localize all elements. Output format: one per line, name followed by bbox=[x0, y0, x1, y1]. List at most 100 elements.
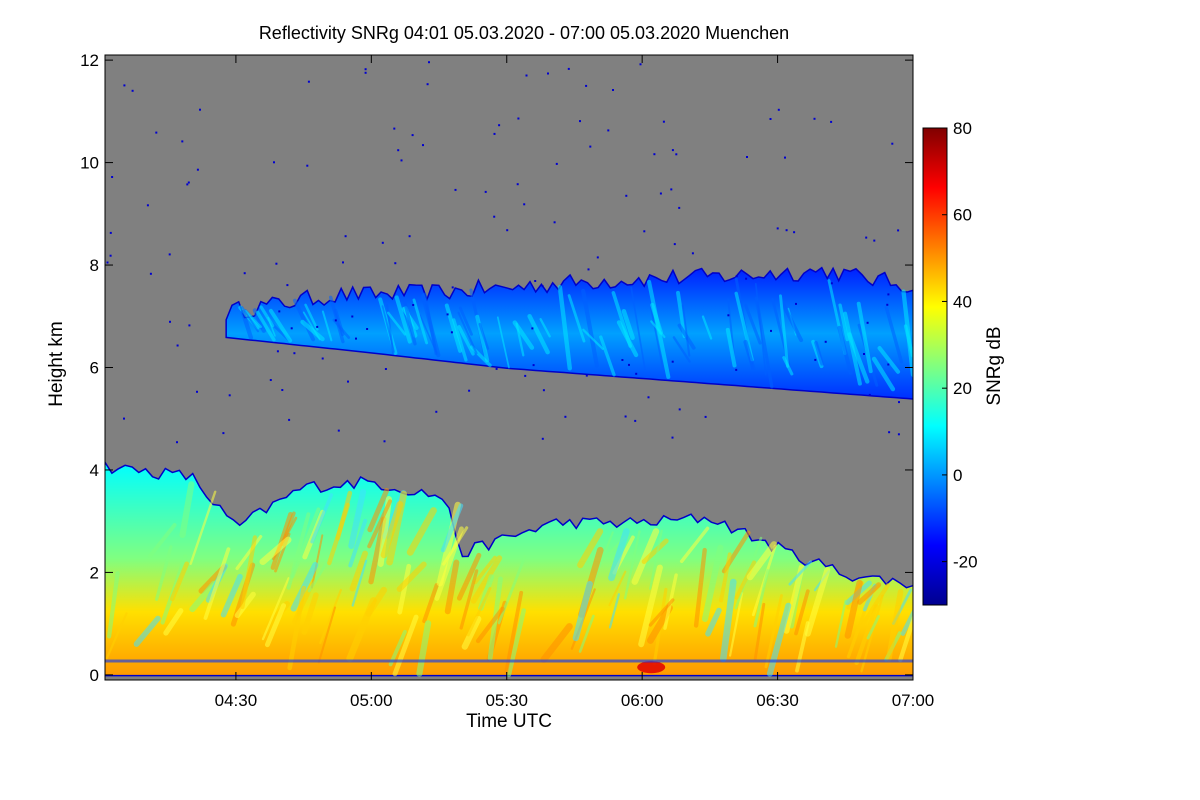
noise-speck bbox=[123, 84, 126, 87]
streak-upper bbox=[259, 305, 275, 328]
x-tick-label: 06:00 bbox=[621, 691, 664, 710]
noise-speck bbox=[898, 401, 900, 404]
y-tick-label: 8 bbox=[90, 256, 99, 275]
streak-upper bbox=[814, 340, 824, 366]
noise-speck bbox=[196, 390, 198, 393]
streak-lower bbox=[540, 623, 573, 663]
noise-speck bbox=[364, 71, 367, 74]
streak-upper bbox=[452, 318, 468, 362]
noise-speck bbox=[624, 415, 627, 418]
noise-speck bbox=[887, 363, 890, 366]
streak-lower bbox=[728, 591, 744, 657]
streak-lower bbox=[705, 607, 722, 637]
streak-lower bbox=[466, 586, 492, 637]
noise-speck bbox=[366, 328, 369, 330]
noise-speck bbox=[671, 149, 674, 152]
streak-lower bbox=[220, 573, 243, 618]
streak-upper bbox=[650, 302, 664, 335]
streak-upper bbox=[241, 306, 259, 333]
noise-speck bbox=[155, 131, 158, 134]
noise-speck bbox=[168, 253, 171, 256]
streak-upper bbox=[677, 323, 696, 350]
noise-speck bbox=[454, 188, 457, 191]
noise-speck bbox=[868, 393, 871, 396]
colorbar-tick-label: 60 bbox=[953, 206, 972, 225]
streak-lower bbox=[860, 594, 884, 673]
streak-lower bbox=[351, 559, 368, 607]
x-tick-label: 05:00 bbox=[350, 691, 393, 710]
noise-speck bbox=[824, 340, 827, 343]
streak-upper bbox=[871, 356, 896, 392]
streak-lower bbox=[577, 528, 604, 569]
noise-speck bbox=[887, 293, 890, 296]
noise-speck bbox=[673, 243, 676, 246]
noise-speck bbox=[176, 441, 178, 444]
noise-speck bbox=[426, 83, 429, 86]
y-tick-label: 10 bbox=[80, 154, 99, 173]
noise-speck bbox=[334, 319, 337, 322]
noise-speck bbox=[897, 229, 900, 232]
noise-speck bbox=[493, 215, 496, 218]
streak-upper bbox=[240, 309, 254, 340]
y-axis-label: Height km bbox=[46, 321, 67, 407]
streak-lower bbox=[310, 493, 334, 544]
streak-lower bbox=[470, 555, 503, 604]
noise-speck bbox=[316, 325, 319, 328]
noise-speck bbox=[678, 408, 681, 411]
streak-lower bbox=[380, 500, 404, 559]
streak-lower bbox=[148, 523, 177, 558]
noise-speck bbox=[290, 327, 293, 330]
colorbar-tick-label: 20 bbox=[953, 379, 972, 398]
streak-lower bbox=[648, 598, 675, 627]
noise-speck bbox=[516, 183, 519, 186]
noise-speck bbox=[149, 272, 152, 275]
noise-speck bbox=[888, 431, 891, 434]
y-tick-label: 12 bbox=[80, 51, 99, 70]
streak-lower bbox=[189, 490, 217, 565]
streak-lower bbox=[753, 569, 770, 628]
colorbar-tick-label: 0 bbox=[953, 466, 962, 485]
noise-speck bbox=[585, 84, 588, 87]
noise-speck bbox=[897, 433, 900, 436]
noise-speck bbox=[653, 153, 656, 156]
noise-speck bbox=[865, 236, 868, 239]
streak-upper bbox=[457, 311, 478, 355]
streak-upper bbox=[444, 303, 463, 353]
streak-lower bbox=[317, 606, 337, 664]
streak-lower bbox=[854, 604, 879, 666]
noise-speck bbox=[830, 120, 833, 123]
noise-speck bbox=[222, 432, 225, 435]
noise-speck bbox=[397, 149, 400, 152]
streak-lower bbox=[286, 512, 311, 590]
noise-speck bbox=[493, 132, 496, 135]
streak-lower bbox=[348, 518, 368, 568]
noise-speck bbox=[276, 350, 279, 353]
noise-speck bbox=[131, 89, 134, 92]
streak-lower bbox=[261, 577, 290, 641]
streak-lower bbox=[234, 591, 256, 619]
noise-speck bbox=[813, 117, 816, 120]
noise-speck bbox=[199, 108, 201, 111]
streak-upper bbox=[478, 322, 490, 350]
streak-upper bbox=[838, 303, 849, 342]
noise-speck bbox=[553, 221, 556, 224]
streak-lower bbox=[349, 550, 369, 592]
noise-speck bbox=[355, 337, 357, 340]
noise-speck bbox=[344, 235, 347, 238]
noise-speck bbox=[446, 313, 449, 316]
noise-speck bbox=[393, 127, 396, 130]
noise-speck bbox=[435, 410, 438, 413]
noise-speck bbox=[383, 440, 386, 443]
noise-speck bbox=[567, 67, 570, 70]
x-axis-label: Time UTC bbox=[466, 711, 552, 732]
noise-speck bbox=[468, 389, 471, 392]
surface-band bbox=[105, 659, 913, 663]
noise-speck bbox=[585, 374, 588, 377]
chart-title: Reflectivity SNRg 04:01 05.03.2020 - 07:… bbox=[259, 23, 789, 43]
streak-upper bbox=[458, 306, 473, 336]
noise-speck bbox=[891, 142, 894, 145]
streak-lower bbox=[105, 612, 128, 660]
streak-lower bbox=[783, 564, 805, 634]
streak-lower bbox=[397, 563, 412, 615]
noise-speck bbox=[412, 304, 415, 306]
